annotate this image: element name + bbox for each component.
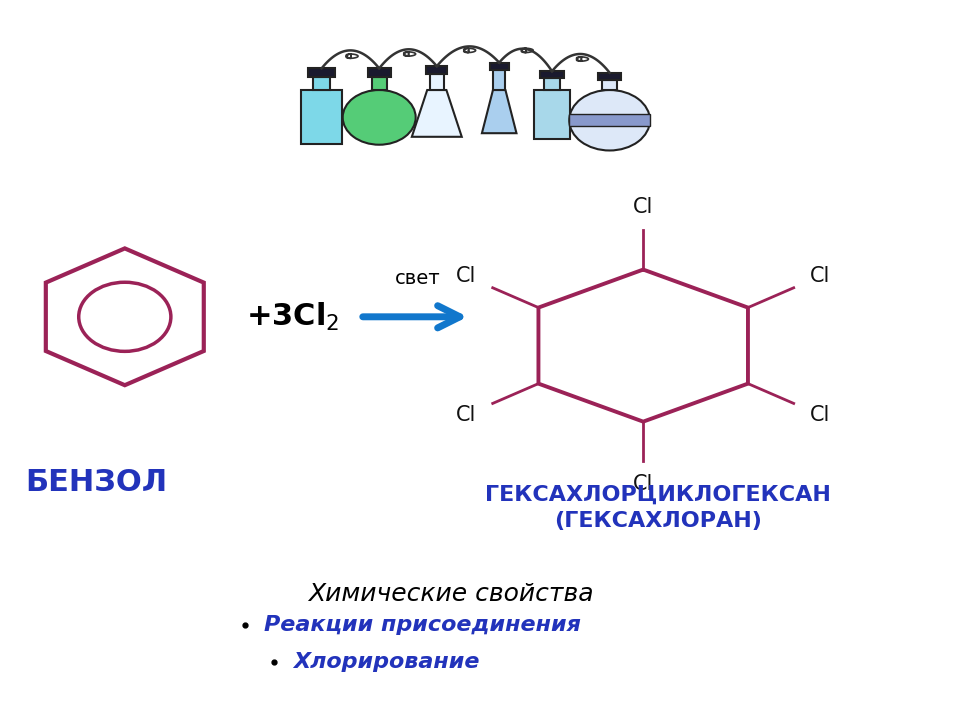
FancyBboxPatch shape	[372, 77, 387, 90]
FancyBboxPatch shape	[301, 90, 342, 144]
FancyBboxPatch shape	[430, 74, 444, 90]
FancyBboxPatch shape	[544, 78, 560, 90]
Text: свет: свет	[395, 269, 441, 288]
Polygon shape	[412, 90, 462, 137]
Circle shape	[343, 90, 416, 145]
Text: Cl: Cl	[810, 405, 830, 425]
Text: +3Cl$_2$: +3Cl$_2$	[246, 301, 340, 333]
FancyBboxPatch shape	[490, 63, 509, 70]
Text: Хлорирование: Хлорирование	[293, 652, 479, 672]
Text: Cl: Cl	[633, 197, 654, 217]
Text: ГЕКСАХЛОРЦИКЛОГЕКСАН
(ГЕКСАХЛОРАН): ГЕКСАХЛОРЦИКЛОГЕКСАН (ГЕКСАХЛОРАН)	[485, 485, 830, 531]
FancyBboxPatch shape	[569, 114, 650, 126]
FancyBboxPatch shape	[540, 71, 564, 78]
Polygon shape	[482, 90, 516, 133]
FancyBboxPatch shape	[308, 68, 335, 77]
FancyBboxPatch shape	[368, 68, 391, 77]
FancyBboxPatch shape	[426, 66, 447, 74]
FancyArrowPatch shape	[363, 306, 460, 328]
Text: БЕНЗОЛ: БЕНЗОЛ	[25, 468, 167, 497]
Text: Химические свойства: Химические свойства	[308, 582, 594, 606]
Text: Реакции присоединения: Реакции присоединения	[264, 615, 581, 635]
Text: Cl: Cl	[633, 474, 654, 494]
Text: Cl: Cl	[456, 405, 476, 425]
FancyBboxPatch shape	[493, 70, 505, 90]
FancyBboxPatch shape	[313, 77, 330, 90]
Circle shape	[569, 90, 650, 150]
FancyBboxPatch shape	[602, 80, 617, 90]
FancyBboxPatch shape	[534, 90, 570, 139]
Text: Cl: Cl	[456, 266, 476, 287]
Text: Cl: Cl	[810, 266, 830, 287]
FancyBboxPatch shape	[598, 73, 621, 80]
